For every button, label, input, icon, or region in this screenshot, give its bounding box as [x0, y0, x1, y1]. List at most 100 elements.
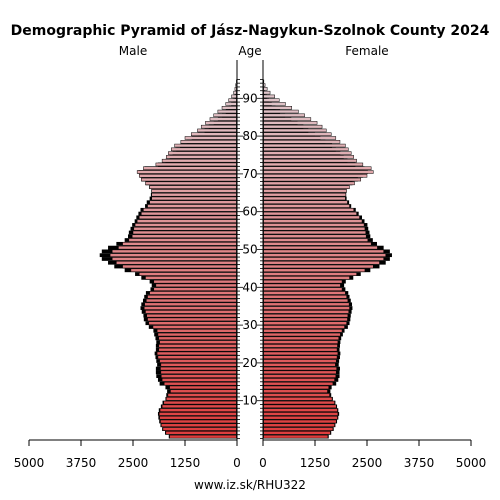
female-bar: [263, 408, 338, 412]
female-bar: [263, 147, 349, 152]
male-bar: [152, 325, 237, 329]
male-bar: [122, 242, 237, 246]
male-bar: [141, 177, 237, 182]
female-bar: [263, 189, 347, 193]
male-bar: [143, 306, 237, 310]
female-bar: [263, 143, 346, 148]
male-bar: [153, 279, 237, 284]
male-x-tick-label: 0: [233, 456, 241, 470]
male-bar: [184, 136, 237, 140]
female-bar: [263, 132, 332, 136]
male-bar: [161, 378, 237, 382]
female-bar: [263, 272, 357, 276]
female-bar: [263, 310, 349, 314]
male-bar: [160, 363, 237, 367]
male-bar: [155, 162, 237, 167]
female-bar: [263, 427, 334, 431]
male-bar: [131, 234, 237, 239]
female-bar: [263, 223, 365, 227]
male-bar: [159, 359, 237, 363]
female-bar: [263, 381, 334, 386]
female-bar: [263, 253, 386, 257]
male-x-tick-label: 3750: [66, 456, 97, 470]
female-x-tick-label: 5000: [456, 456, 487, 470]
male-bar: [159, 340, 237, 344]
male-bar: [158, 412, 237, 416]
male-bar: [134, 223, 237, 227]
male-bar: [145, 276, 237, 280]
male-bar: [169, 385, 237, 390]
female-bar: [263, 136, 337, 140]
female-bar: [263, 260, 380, 265]
female-bar: [263, 298, 349, 303]
female-bar: [263, 245, 378, 250]
female-bar: [263, 109, 299, 114]
chart-title: Demographic Pyramid of Jász-Nagykun-Szol…: [11, 23, 490, 39]
male-bar: [197, 128, 237, 133]
female-x-tick-label: 2500: [352, 456, 383, 470]
male-bar: [228, 98, 237, 102]
age-tick-label: 80: [242, 129, 257, 143]
male-bar: [146, 313, 237, 318]
female-bar: [263, 158, 357, 163]
female-bar: [263, 400, 335, 405]
male-bar: [157, 332, 237, 337]
x-ticks-layer: 5000 3750 2500 1250 0 0 1250 2500 3750 5000: [14, 440, 487, 470]
male-bar: [165, 431, 237, 435]
male-bar: [171, 147, 237, 152]
female-bar: [263, 397, 333, 401]
male-bar: [109, 253, 237, 257]
female-bar: [263, 264, 374, 269]
male-bar: [160, 419, 237, 424]
male-bar: [122, 264, 237, 269]
female-bar: [263, 87, 268, 91]
male-bar: [145, 181, 237, 186]
male-bar: [166, 397, 237, 401]
male-bar: [163, 400, 237, 405]
female-bar: [263, 351, 339, 356]
male-bar: [146, 298, 237, 303]
male-bar: [161, 158, 237, 163]
female-bar: [263, 404, 337, 409]
male-bar: [161, 404, 237, 409]
female-bar: [263, 174, 368, 178]
male-bar: [158, 347, 237, 352]
female-bar: [263, 90, 271, 95]
male-bar: [141, 211, 237, 216]
female-bar: [263, 170, 374, 174]
female-bar: [263, 185, 350, 189]
female-bar: [263, 162, 364, 167]
bars-layer: [99, 79, 392, 439]
female-bar: [263, 204, 350, 208]
male-bar: [162, 427, 237, 431]
male-bar: [136, 170, 237, 174]
female-bar: [263, 434, 329, 439]
male-bar: [217, 109, 237, 114]
male-bar: [147, 204, 237, 208]
female-bar: [263, 257, 384, 261]
female-bar: [263, 196, 346, 201]
female-bar: [263, 98, 280, 102]
male-bar: [233, 90, 237, 95]
male-bar: [156, 351, 237, 356]
female-bar: [263, 291, 346, 295]
male-bar: [149, 200, 237, 204]
female-bar: [263, 230, 367, 235]
male-bar: [163, 381, 237, 386]
female-bar: [263, 374, 337, 378]
female-bar: [263, 234, 367, 239]
female-bar: [263, 431, 331, 435]
female-bar: [263, 155, 354, 159]
female-x-tick-label: 0: [259, 456, 267, 470]
male-bar: [151, 192, 237, 197]
age-tick-label: 90: [242, 91, 257, 105]
female-bar: [263, 329, 343, 333]
female-bar: [263, 117, 312, 121]
female-bar: [263, 415, 338, 420]
female-bar: [263, 419, 337, 424]
female-bar: [263, 268, 366, 273]
female-bar: [263, 385, 329, 390]
female-bar: [263, 83, 266, 87]
female-bar: [263, 151, 352, 155]
